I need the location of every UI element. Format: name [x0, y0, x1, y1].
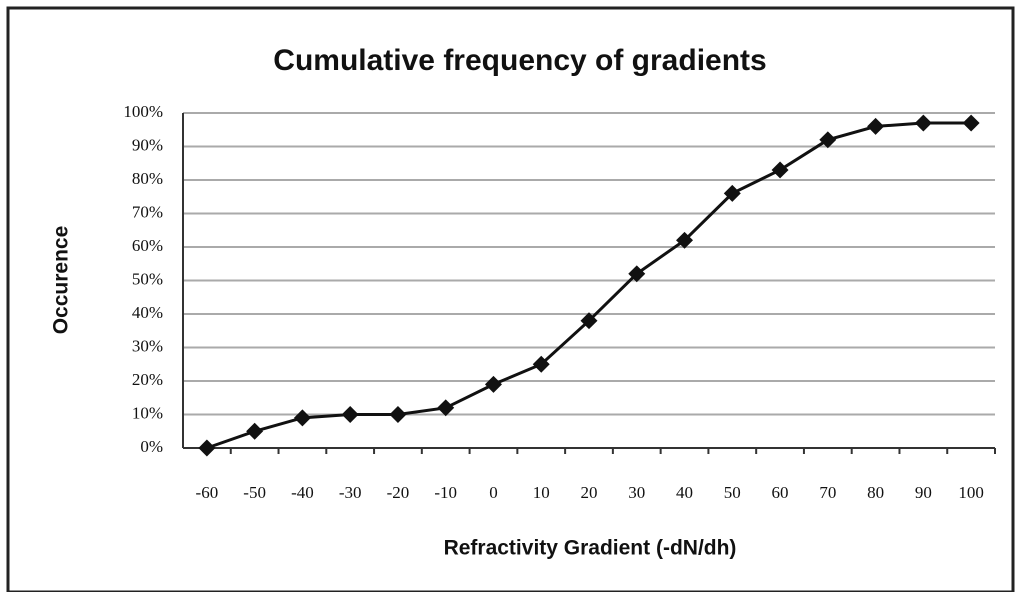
y-tick-label: 30% — [132, 336, 163, 355]
data-point — [676, 231, 694, 249]
y-tick-label: 80% — [132, 169, 163, 188]
x-tick-label: 0 — [489, 483, 498, 502]
data-point — [532, 355, 550, 373]
x-tick-label: 90 — [915, 483, 932, 502]
y-tick-label: 60% — [132, 236, 163, 255]
data-point — [723, 184, 741, 202]
x-tick-label: -60 — [196, 483, 219, 502]
y-axis-label: Occurence — [50, 226, 73, 335]
data-point — [246, 422, 264, 440]
y-tick-label: 20% — [132, 370, 163, 389]
data-point — [914, 114, 932, 132]
x-tick-label: -50 — [243, 483, 266, 502]
x-axis-label: Refractivity Gradient (-dN/dh) — [444, 537, 737, 560]
y-tick-label: 10% — [132, 403, 163, 422]
x-tick-label: 100 — [958, 483, 984, 502]
data-point — [819, 131, 837, 149]
x-tick-label: -20 — [387, 483, 410, 502]
y-tick-label: 40% — [132, 303, 163, 322]
chart-frame — [6, 6, 1015, 592]
x-tick-label: -10 — [434, 483, 457, 502]
x-tick-label: 30 — [628, 483, 645, 502]
x-tick-label: 50 — [724, 483, 741, 502]
x-tick-label: 60 — [772, 483, 789, 502]
chart-title: Cumulative frequency of gradients — [273, 44, 766, 77]
y-tick-label: 70% — [132, 202, 163, 221]
data-point — [580, 312, 598, 330]
y-tick-label: 90% — [132, 135, 163, 154]
data-point — [389, 406, 407, 423]
x-tick-label: -40 — [291, 483, 314, 502]
x-tick-label: 40 — [676, 483, 693, 502]
y-tick-label: 100% — [123, 102, 163, 121]
data-point — [962, 114, 980, 132]
y-tick-label: 50% — [132, 269, 163, 288]
data-point — [437, 399, 455, 417]
x-tick-label: 20 — [581, 483, 598, 502]
x-tick-label: -30 — [339, 483, 362, 502]
data-point — [628, 265, 646, 283]
data-point — [293, 409, 311, 427]
data-point — [867, 117, 885, 135]
x-tick-label: 70 — [819, 483, 836, 502]
data-point — [198, 439, 216, 457]
x-tick-label: 80 — [867, 483, 884, 502]
data-point — [771, 161, 789, 179]
data-point — [341, 406, 359, 423]
data-point — [484, 375, 502, 393]
y-tick-label: 0% — [140, 437, 163, 456]
x-tick-label: 10 — [533, 483, 550, 502]
